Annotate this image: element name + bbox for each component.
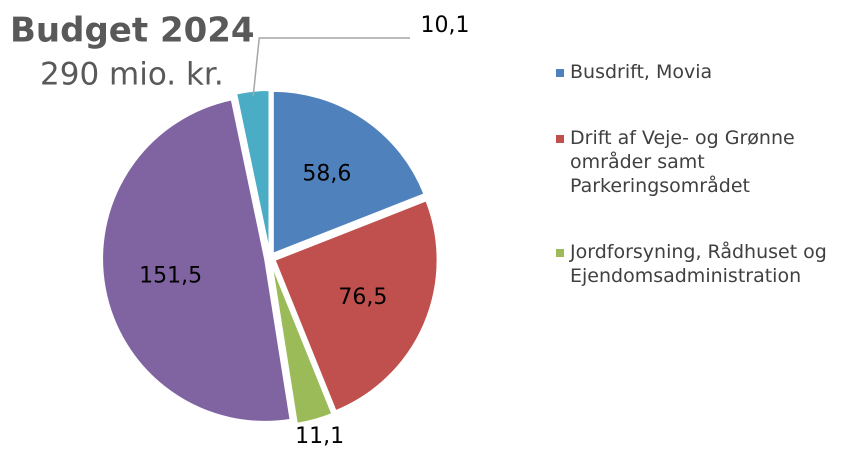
chart-title: Budget 2024 [10, 11, 255, 51]
pie-slice [234, 89, 271, 254]
legend: Busdrift, Movia Drift af Veje- og Grønne … [556, 60, 836, 330]
chart-subtitle: 290 mio. kr. [40, 57, 224, 93]
pie-slice [101, 98, 292, 423]
data-label: 11,1 [295, 424, 344, 449]
data-label: 76,5 [338, 285, 387, 310]
data-label: 10,1 [421, 13, 470, 38]
data-label: 58,6 [302, 161, 351, 186]
data-label: 151,5 [139, 263, 202, 288]
legend-swatch [556, 135, 564, 143]
pie-slice [270, 262, 334, 425]
legend-swatch [556, 249, 564, 257]
legend-label: Jordforsyning, Rådhuset og Ejendomsadmin… [570, 241, 827, 287]
leader-line [252, 37, 410, 96]
pie-slice [273, 199, 439, 413]
legend-item: Busdrift, Movia [556, 60, 836, 84]
legend-swatch [556, 69, 564, 77]
legend-label: Busdrift, Movia [570, 61, 713, 83]
legend-item: Jordforsyning, Rådhuset og Ejendomsadmin… [556, 240, 836, 288]
legend-label: Drift af Veje- og Grønne områder samt Pa… [570, 127, 795, 197]
legend-item: Drift af Veje- og Grønne områder samt Pa… [556, 126, 836, 198]
pie-slice [271, 89, 426, 256]
